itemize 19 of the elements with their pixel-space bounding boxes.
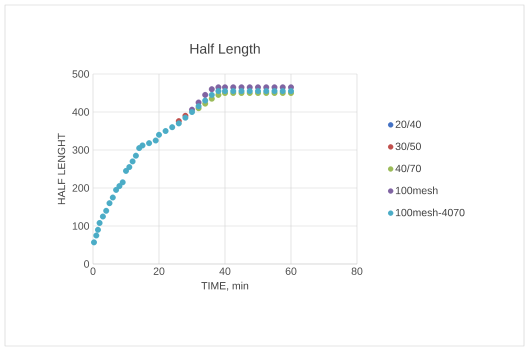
x-tick-label: 40 <box>219 268 230 275</box>
y-tick-label: 100 <box>72 222 90 230</box>
x-tick-label: 60 <box>286 268 296 275</box>
y-tick-label: 500 <box>72 70 90 78</box>
y-axis-title: HALF LENGHT <box>58 133 66 204</box>
y-tick-label: 300 <box>72 146 90 154</box>
legend-label: 100mesh-4070 <box>396 208 465 216</box>
legend-label: 30/50 <box>396 142 421 150</box>
chart-title: Half Length <box>190 43 260 56</box>
x-tick-label: 0 <box>90 268 96 275</box>
y-tick-label: 0 <box>84 260 90 268</box>
y-tick-label: 400 <box>72 108 90 116</box>
x-tick-label: 80 <box>352 268 362 275</box>
x-tick-label: 20 <box>154 268 164 275</box>
y-tick-label: 200 <box>72 184 90 192</box>
legend-label: 20/40 <box>396 120 421 128</box>
legend-label: 100mesh <box>396 186 438 194</box>
x-axis-title: TIME, min <box>201 282 248 291</box>
legend-label: 40/70 <box>395 164 421 172</box>
